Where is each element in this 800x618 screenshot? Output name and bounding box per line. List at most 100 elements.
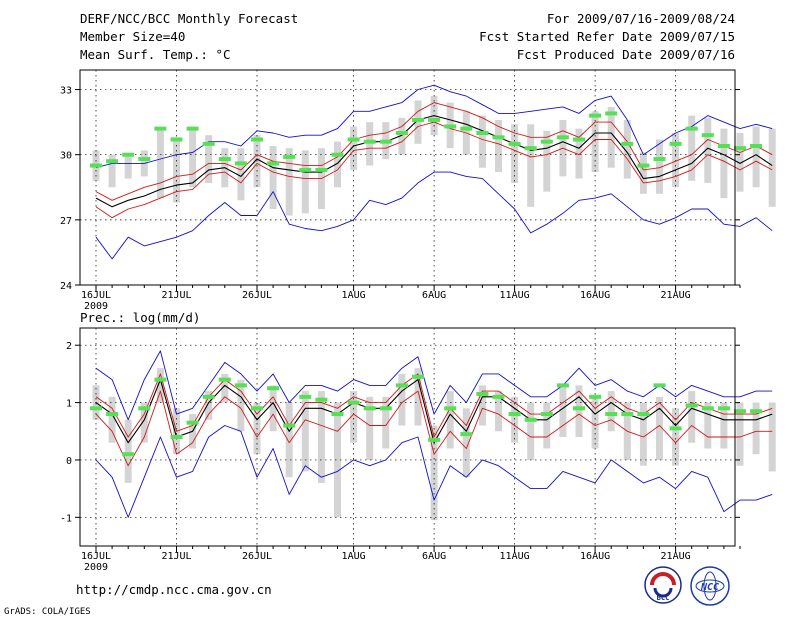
temp-spread-bar xyxy=(350,126,358,170)
prec-observed-mark xyxy=(90,406,102,411)
temp-spread-bar xyxy=(478,115,486,168)
temp-spread-bar xyxy=(301,150,309,214)
temp-observed-mark xyxy=(154,126,167,131)
temp-spread-bar xyxy=(334,141,341,188)
ncc-logo-ring xyxy=(690,566,730,606)
prec-spread-bar xyxy=(269,385,277,432)
prec-spread-bar xyxy=(768,402,776,472)
temp-spread-bar xyxy=(398,117,406,155)
prec-observed-mark xyxy=(331,412,344,417)
temp-axis-ticks: 24 27 30 33 16JUL 21JUL 26JUL 1AUG 6AUG 11AUG 16AU… xyxy=(60,86,741,312)
prec-observed-mark xyxy=(267,386,280,391)
temp-observed-mark xyxy=(299,167,312,172)
prec-spread-bar xyxy=(382,396,390,449)
temp-upper-outer-line xyxy=(95,84,773,169)
source-url[interactable]: http://cmdp.ncc.cma.gov.cn xyxy=(76,582,272,597)
prec-observed-mark xyxy=(444,406,457,411)
bcc-logo: BCC xyxy=(644,566,682,604)
prec-xtick-label: 6AUG xyxy=(422,551,446,562)
bcc-logo-arc-icon xyxy=(650,572,676,586)
temp-spread-bar xyxy=(511,124,519,183)
prec-spread-bar xyxy=(301,391,309,472)
temp-observed-mark xyxy=(717,144,730,149)
temp-observed-mark xyxy=(524,146,537,151)
prec-spread-bar xyxy=(688,391,696,443)
temp-spread-bar xyxy=(656,139,663,194)
temp-observed-mark xyxy=(283,154,296,159)
prec-plot-frame xyxy=(79,327,736,547)
prec-observed-mark xyxy=(508,412,521,417)
prec-spread-bar xyxy=(237,379,245,432)
temp-variable-label: Mean Surf. Temp.: °C xyxy=(80,47,231,62)
prec-observed-mark xyxy=(106,412,119,417)
prec-ytick-label: 0 xyxy=(66,456,72,467)
temp-spread-bar xyxy=(205,135,213,183)
temp-observed-mark xyxy=(637,163,650,168)
prec-observed-mark xyxy=(573,406,585,411)
temp-observed-mark xyxy=(669,141,682,146)
prec-spread-bar xyxy=(752,402,760,455)
temp-observed-mark xyxy=(653,157,666,162)
temp-xtick-label: 1AUG xyxy=(342,290,366,301)
grads-credit: GrADS: COLA/IGES xyxy=(4,607,91,617)
temp-observed-mark xyxy=(138,157,151,162)
temp-observed-mark xyxy=(734,146,746,151)
temp-spread-bar xyxy=(156,128,164,199)
prec-spread-bar xyxy=(591,396,599,449)
prec-spread-bar xyxy=(720,402,728,449)
forecast-period: For 2009/07/16-2009/08/24 xyxy=(547,11,735,26)
prec-observed-mark xyxy=(122,452,135,457)
prec-xtick-label: 1AUG xyxy=(342,551,366,562)
temp-observed-mark xyxy=(476,130,489,135)
prec-observed-mark xyxy=(460,432,473,437)
temp-observed-mark xyxy=(170,137,183,142)
prec-observed-mark xyxy=(347,400,360,405)
temp-spread-bar xyxy=(736,132,744,192)
prec-spread-bar xyxy=(156,368,164,403)
prec-xtick-label: 21JUL xyxy=(161,551,191,562)
forecast-produced-date: Fcst Produced Date 2009/07/16 xyxy=(517,47,735,62)
temp-observed-mark xyxy=(186,126,199,131)
temp-spread-bar xyxy=(639,152,647,194)
prec-xtick-label: 16JUL xyxy=(81,551,111,562)
prec-spread-bar xyxy=(478,385,486,426)
prec-ensemble-mean-line xyxy=(95,379,773,444)
prec-observed-mark xyxy=(363,406,376,411)
temp-observed-mark xyxy=(444,124,457,129)
prec-spread-bar xyxy=(639,402,647,466)
prec-xtick-label: 21AUG xyxy=(661,551,691,562)
prec-ytick-label: 1 xyxy=(66,399,72,410)
temp-xtick-label: 16AUG xyxy=(580,290,610,301)
prec-spread-bar xyxy=(607,391,615,432)
prec-observed-mark xyxy=(234,383,247,388)
ncc-logo: NCC xyxy=(690,566,730,606)
temp-observed-mark xyxy=(267,161,280,166)
temp-observed-mark xyxy=(90,163,102,168)
bcc-logo-text: BCC xyxy=(657,594,670,602)
temp-spread-bar xyxy=(720,128,728,199)
prec-observed-mark xyxy=(395,383,408,388)
prec-observed-mark xyxy=(701,406,714,411)
prec-observed-mark xyxy=(202,394,215,399)
prec-spread-bar xyxy=(672,408,680,466)
temp-lower-outer-line xyxy=(95,171,773,260)
prec-xtick-label: 16AUG xyxy=(580,551,610,562)
temp-observed-mark xyxy=(202,141,215,146)
temp-spread-bar xyxy=(768,128,776,207)
prec-spread-bar xyxy=(704,402,712,449)
prec-spread-bar xyxy=(527,402,535,460)
temp-observed-mark xyxy=(122,152,135,157)
prec-spread-bar xyxy=(221,373,229,403)
temp-observed-mark xyxy=(395,130,408,135)
temperature-panel: 24 27 30 33 16JUL 21JUL 26JUL 1AUG 6AUG 11AUG 16AU… xyxy=(60,69,776,312)
precipitation-panel: -1 0 1 2 16JUL 21JUL 26JUL 1AUG 6AUG 11AUG 16AUG 21… xyxy=(60,327,776,573)
temp-observed-mark xyxy=(492,135,505,140)
prec-ytick-label: 2 xyxy=(66,341,72,352)
temp-ytick-label: 33 xyxy=(60,86,72,97)
temp-spread-bar xyxy=(189,126,197,188)
prec-observed-mark xyxy=(734,409,746,414)
prec-observed-mark xyxy=(251,406,263,411)
prec-spread-bar xyxy=(205,391,213,420)
temp-observed-mark xyxy=(347,137,360,142)
prec-observed-mark xyxy=(476,391,489,396)
